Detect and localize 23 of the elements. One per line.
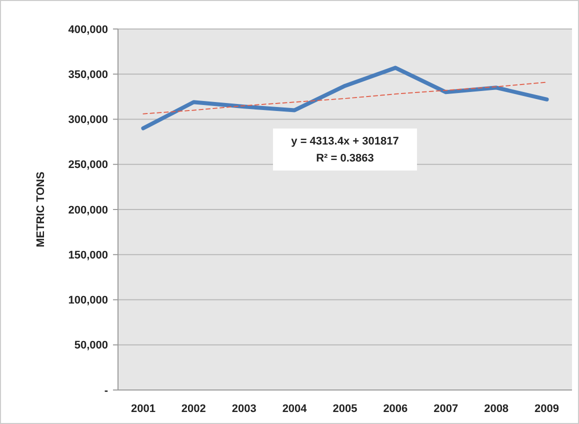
y-tick-label: 150,000 — [68, 249, 108, 262]
y-tick-label: - — [104, 384, 108, 397]
y-tick-label: 50,000 — [74, 340, 108, 352]
annotation: y = 4313.4x + 301817 — [291, 136, 399, 148]
x-tick-label: 2007 — [434, 403, 458, 415]
x-tick-label: 2009 — [534, 403, 560, 415]
y-tick-label: 100,000 — [68, 294, 108, 307]
y-tick-label: 300,000 — [68, 114, 108, 126]
y-axis-title: METRIC TONS — [35, 172, 47, 248]
x-tick-label: 2003 — [232, 403, 256, 415]
x-tick-label: 2002 — [181, 403, 206, 415]
y-tick-label: 200,000 — [68, 204, 108, 216]
x-tick-label: 2008 — [484, 403, 509, 415]
y-tick-label: 250,000 — [68, 159, 108, 172]
y-tick-label: 350,000 — [68, 68, 108, 81]
line-series — [142, 82, 548, 114]
x-tick-label: 2001 — [130, 403, 156, 415]
annotation: R² = 0.3863 — [316, 152, 374, 165]
x-tick-label: 2006 — [383, 403, 408, 415]
x-tick-label: 2004 — [282, 403, 308, 415]
x-tick-label: 2005 — [332, 403, 358, 415]
y-tick-label: 400,000 — [68, 24, 108, 36]
line-series — [141, 66, 549, 130]
